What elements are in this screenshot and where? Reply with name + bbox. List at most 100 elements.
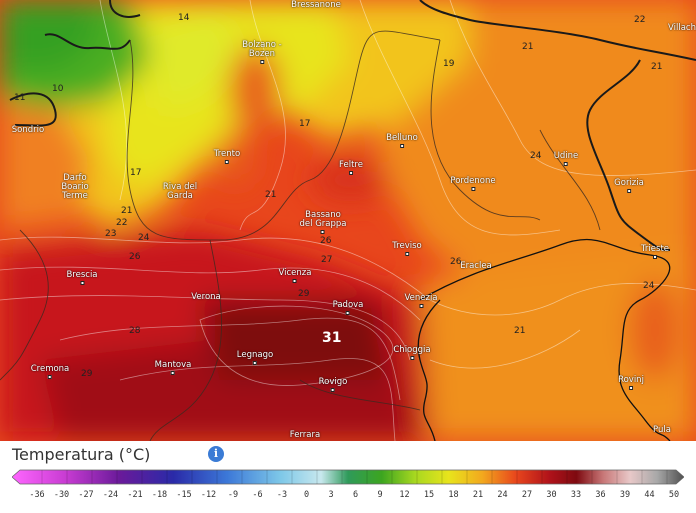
isoline-label: 29 [298,289,310,299]
isoline-label: 21 [522,42,534,52]
city-label[interactable]: Belluno [386,134,418,148]
isoline-label: 11 [14,93,26,103]
isoline-label: 31 [322,330,342,346]
isoline-label: 26 [320,236,332,246]
city-label[interactable]: Bolzano - Bozen [242,41,282,64]
city-label[interactable]: Pula [653,425,671,435]
isoline-label: 10 [52,84,64,94]
legend-title: Temperatura (°C) [12,445,151,464]
city-dot [563,162,568,166]
city-label[interactable]: Padova [333,301,363,315]
city-label[interactable]: Sondrio [11,125,45,135]
colorbar-tick-label: 39 [619,490,631,500]
city-label[interactable]: Ferrara [289,430,321,440]
isoline-label: 17 [130,168,142,178]
city-label[interactable]: Mantova [155,361,191,375]
colorbar-tick-label: 9 [377,490,383,500]
city-dot [629,386,633,390]
city-dot [170,371,175,375]
colorbar-ticks: -36 -30 -27 -24 -21 -18 -15 -12 -9 -6 -3 0 3 6 9 12 15 18… [0,490,696,504]
map-canvas [0,0,696,441]
colorbar-tick-label: -6 [252,490,263,500]
city-label[interactable]: Brescia [66,271,98,285]
isoline-label: 23 [105,229,117,239]
temperature-colorbar [12,469,684,485]
city-dot [418,304,423,308]
colorbar-tick-label: 18 [448,490,459,500]
temperature-map[interactable]: Bressanone Bolzano - Bozen Villach Sondr… [0,0,696,441]
city-label[interactable]: Chioggia [393,346,431,360]
city-label[interactable]: Venezia [404,294,438,308]
isoline-label: 21 [121,206,133,216]
city-label[interactable]: Udine [554,152,578,166]
isoline-label: 27 [321,255,333,265]
city-dot [48,375,52,379]
colorbar-tick-label: 6 [352,490,359,500]
city-dot [253,361,257,365]
legend-panel: Temperatura (°C) i [0,441,696,513]
isoline-label: 21 [651,62,663,72]
colorbar-tick-label: 15 [423,490,435,500]
city-label[interactable]: Vicenza [279,269,311,283]
colorbar-tick-label: -21 [127,490,143,500]
isoline-label: 14 [178,13,190,23]
city-label[interactable]: Riva del Garda [162,182,198,201]
city-label[interactable]: Trieste [641,245,669,259]
city-dot [259,60,264,64]
isoline-label: 21 [514,326,526,336]
city-dot [292,279,297,283]
city-label[interactable]: Rovinj [618,376,644,390]
colorbar-tick-label: -12 [200,490,217,500]
colorbar-tick-label: 21 [472,490,484,500]
city-label[interactable]: Cremona [31,365,69,379]
isoline-label: 26 [129,252,141,262]
city-label[interactable]: Gorizia [614,179,644,193]
isoline-label: 19 [443,59,455,69]
city-label[interactable]: Verona [191,292,221,302]
city-label[interactable]: Trento [214,150,240,164]
colorbar-tick-label: -18 [151,490,168,500]
city-dot [653,255,657,259]
info-icon[interactable]: i [208,446,224,462]
city-dot [225,160,229,164]
colorbar-tick-label: 50 [668,490,680,500]
city-dot [331,388,335,392]
colorbar-tick-label: -15 [176,490,192,500]
city-dot [404,252,409,256]
city-label[interactable]: Bressanone [291,0,341,10]
colorbar-tick-label: 3 [328,490,334,500]
colorbar-tick-label: -3 [276,490,288,500]
isoline-label: 24 [530,151,542,161]
colorbar-tick-label: 27 [521,490,533,500]
colorbar-tick-label: 12 [399,490,410,500]
city-label[interactable]: Legnago [237,351,273,365]
city-label[interactable]: Pordenone [450,177,496,191]
colorbar-tick-label: 30 [546,490,557,500]
city-dot [79,281,84,285]
city-label[interactable]: Villach [668,23,696,33]
city-label[interactable]: Eraclea [460,261,492,271]
colorbar-tick-label: -30 [53,490,70,500]
isoline-label: 22 [116,218,128,228]
city-dot [470,187,475,191]
city-dot [627,189,631,193]
city-label[interactable]: Treviso [392,242,422,256]
colorbar-tick-label: 44 [644,490,655,500]
colorbar-tick-label: -27 [78,490,94,500]
colorbar-tick-label: 36 [595,490,606,500]
isoline-label: 24 [643,281,655,291]
isoline-label: 21 [265,190,277,200]
city-label[interactable]: Feltre [339,161,363,175]
isoline-label: 29 [81,369,93,379]
city-label[interactable]: Rovigo [319,378,347,392]
colorbar-tick-label: -36 [29,490,45,500]
colorbar-tick-label: 24 [497,490,508,500]
isoline-label: 28 [129,326,141,336]
city-dot [345,311,350,315]
city-dot [410,356,414,360]
isoline-label: 17 [299,119,311,129]
city-label[interactable]: Darfo Boario Terme [61,173,89,201]
city-dot [320,230,325,234]
city-label[interactable]: Bassano del Grappa [300,211,346,234]
colorbar-tick-label: -24 [102,490,119,500]
